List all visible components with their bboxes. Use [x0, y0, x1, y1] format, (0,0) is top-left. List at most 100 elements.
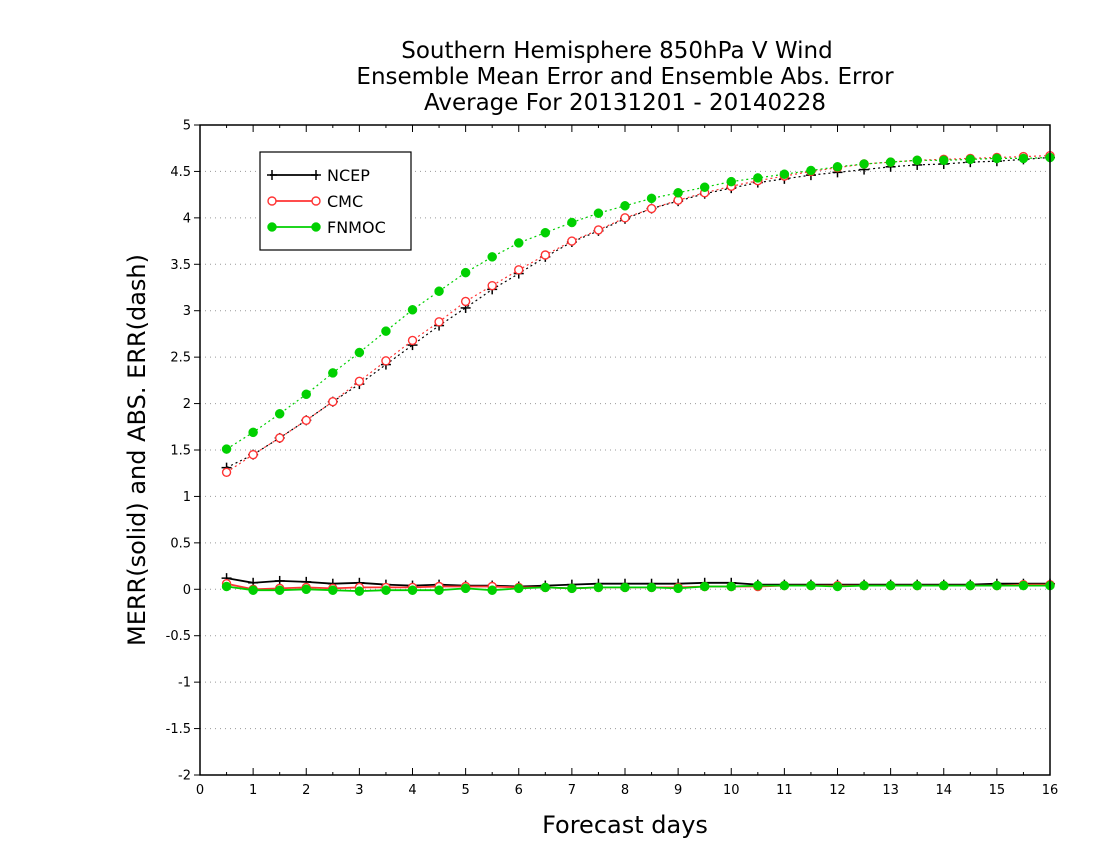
point-fnmoc-abs-err: [460, 267, 471, 278]
y-tick-label: -0.5: [166, 629, 191, 644]
x-tick-label: 10: [723, 783, 740, 798]
point-cmc-abs-err: [434, 317, 444, 327]
point-cmc-abs-err: [328, 397, 338, 407]
point-fnmoc-abs-err: [381, 326, 391, 336]
x-axis-label: Forecast days: [542, 811, 708, 839]
point-fnmoc-abs-err: [912, 155, 922, 166]
legend-marker-right: [311, 196, 321, 206]
point-cmc-abs-err: [514, 265, 524, 275]
point-cmc-abs-err: [248, 449, 258, 460]
point-fnmoc-merr: [328, 585, 338, 595]
point-cmc-abs-err: [487, 280, 497, 291]
point-fnmoc-abs-err: [939, 155, 949, 166]
point-fnmoc-abs-err: [885, 157, 896, 167]
point-fnmoc-merr: [779, 580, 790, 591]
line-cmc-abs-err: [226, 155, 1051, 473]
title-line-3: Average For 20131201 - 20140228: [424, 90, 826, 116]
point-fnmoc-abs-err: [753, 173, 763, 183]
point-fnmoc-abs-err: [434, 286, 444, 296]
point-fnmoc-merr: [912, 580, 922, 591]
point-fnmoc-merr: [939, 580, 949, 591]
point-cmc-abs-err: [354, 376, 365, 386]
y-tick-label: -1: [178, 676, 191, 691]
point-fnmoc-merr: [460, 583, 471, 594]
x-tick-label: 14: [935, 783, 952, 798]
point-fnmoc-merr: [726, 581, 736, 592]
point-cmc-abs-err: [593, 225, 604, 235]
point-fnmoc-abs-err: [806, 165, 816, 176]
x-tick-label: 13: [882, 783, 899, 798]
x-tick-label: 4: [408, 783, 416, 798]
line-fnmoc-abs-err: [226, 156, 1051, 450]
point-fnmoc-merr: [381, 585, 391, 595]
x-tick-label: 7: [568, 783, 576, 798]
point-fnmoc-abs-err: [620, 201, 630, 211]
point-fnmoc-abs-err: [301, 389, 311, 400]
plot-frame: [199, 124, 1051, 776]
legend-marker-left: [267, 196, 277, 206]
x-tick-label: 11: [776, 783, 793, 798]
y-tick-label: 4: [183, 211, 191, 226]
point-fnmoc-merr: [248, 585, 258, 595]
x-tick-label: 16: [1042, 783, 1059, 798]
point-fnmoc-abs-err: [354, 347, 365, 358]
point-fnmoc-abs-err: [593, 208, 604, 218]
legend: NCEP CMC FNMOC: [259, 151, 412, 251]
point-fnmoc-abs-err: [1018, 153, 1029, 164]
point-fnmoc-merr: [832, 581, 843, 592]
point-fnmoc-merr: [673, 583, 683, 594]
point-fnmoc-merr: [699, 581, 710, 592]
point-fnmoc-merr: [540, 582, 551, 593]
y-tick-label: 2.5: [170, 351, 191, 366]
y-tick-label: 0: [183, 583, 191, 598]
point-fnmoc-abs-err: [487, 252, 497, 262]
y-tick-label: 1.5: [170, 444, 191, 459]
legend-item-cmc: CMC: [267, 192, 363, 211]
legend-label: FNMOC: [327, 218, 386, 237]
x-tick-label: 6: [515, 783, 523, 798]
x-tick-label: 2: [302, 783, 310, 798]
x-tick-label: 8: [621, 783, 629, 798]
point-cmc-abs-err: [221, 467, 232, 477]
x-tick-label: 15: [989, 783, 1006, 798]
y-tick-label: 4.5: [170, 165, 191, 180]
y-axis-label: MERR(solid) and ABS. ERR(dash): [123, 254, 151, 646]
legend-label: CMC: [327, 192, 363, 211]
point-fnmoc-merr: [567, 583, 577, 594]
series-fnmoc-abs-err: [221, 152, 1055, 454]
point-fnmoc-merr: [354, 586, 365, 596]
point-fnmoc-merr: [434, 585, 444, 595]
point-cmc-abs-err: [301, 415, 311, 425]
y-tick-label: -1.5: [166, 722, 191, 737]
y-tick-label: 0.5: [170, 536, 191, 551]
point-fnmoc-merr: [301, 584, 311, 595]
point-fnmoc-merr: [646, 582, 657, 593]
point-fnmoc-merr: [992, 580, 1002, 591]
point-fnmoc-abs-err: [514, 238, 524, 248]
legend-marker-left: [267, 170, 277, 180]
x-tick-label: 12: [829, 783, 846, 798]
legend-item-ncep: NCEP: [267, 166, 370, 185]
point-cmc-abs-err: [460, 296, 471, 307]
point-cmc-abs-err: [620, 213, 630, 223]
point-fnmoc-abs-err: [646, 193, 657, 204]
point-fnmoc-abs-err: [407, 305, 418, 315]
point-fnmoc-merr: [753, 580, 763, 591]
point-fnmoc-abs-err: [726, 176, 736, 187]
point-cmc-abs-err: [567, 236, 577, 246]
x-tick-label: 1: [249, 783, 257, 798]
point-fnmoc-merr: [274, 585, 285, 595]
legend-marker-right: [311, 222, 321, 232]
point-fnmoc-abs-err: [221, 444, 232, 454]
point-fnmoc-abs-err: [699, 182, 710, 192]
legend-item-fnmoc: FNMOC: [267, 218, 386, 237]
point-fnmoc-abs-err: [779, 169, 790, 179]
point-fnmoc-abs-err: [859, 159, 869, 169]
point-fnmoc-merr: [620, 582, 630, 593]
legend-marker-right: [311, 170, 321, 180]
point-fnmoc-abs-err: [965, 154, 976, 165]
x-tick-label: 0: [196, 783, 204, 798]
point-fnmoc-abs-err: [567, 217, 577, 228]
point-fnmoc-merr: [885, 580, 896, 591]
